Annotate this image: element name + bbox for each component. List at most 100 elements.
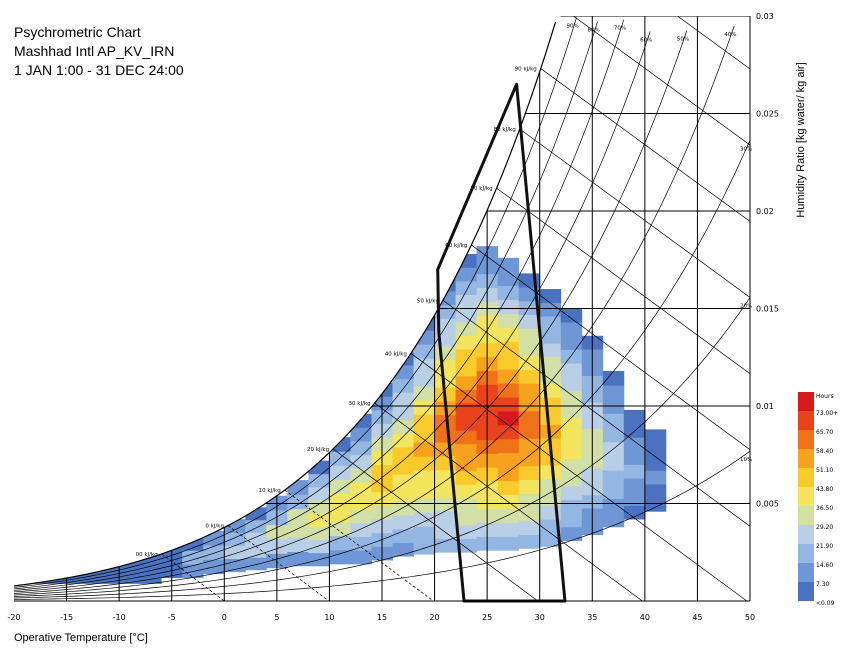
legend-label: 43.80 — [816, 486, 833, 493]
heatmap-cell — [623, 423, 646, 438]
legend-swatch — [798, 468, 814, 487]
heatmap-cell — [644, 443, 667, 458]
heatmap-cell — [497, 397, 520, 412]
heatmap-cell — [434, 511, 456, 526]
heatmap-cell — [560, 431, 583, 446]
heatmap-cell — [497, 383, 520, 398]
heatmap-cell — [392, 474, 414, 489]
legend-label: 21.90 — [816, 543, 833, 550]
heatmap-cell — [497, 424, 520, 440]
chart-title: Psychrometric Chart Mashhad Intl AP_KV_I… — [14, 24, 184, 78]
heatmap-cell — [497, 438, 520, 454]
heatmap-cell — [350, 550, 372, 565]
heatmap-cell — [623, 464, 646, 479]
enthalpy-label: 00 kJ/kg — [136, 552, 158, 558]
heatmap-cell — [623, 437, 646, 452]
heatmap-cell — [602, 427, 625, 443]
enthalpy-line — [161, 553, 225, 601]
heatmap-cell — [623, 409, 646, 424]
heatmap-cell — [644, 456, 667, 471]
heatmap-cell — [182, 563, 204, 578]
legend-swatch — [798, 487, 814, 506]
heatmap-cell — [539, 289, 562, 303]
rh-curve — [13, 450, 751, 600]
heatmap-cell — [518, 520, 541, 536]
heatmap-cell — [539, 532, 562, 547]
enthalpy-line — [227, 525, 330, 601]
legend-swatch — [798, 411, 814, 430]
heatmap-cell — [350, 536, 372, 551]
heatmap-cell — [497, 522, 520, 537]
heatmap-cell — [560, 376, 583, 391]
heatmap-cell — [287, 480, 309, 495]
heatmap-cell — [413, 428, 435, 443]
heatmap-cell — [560, 526, 583, 541]
relative-humidity-curves: 90% 80% 70% 60% 50% 40% 30% 20% 10% — [13, 17, 752, 600]
heatmap-cell — [245, 557, 267, 571]
heatmap-cell — [392, 433, 414, 448]
heatmap-cell — [497, 411, 520, 426]
heatmap-cell — [308, 473, 330, 488]
heatmap-cell — [644, 429, 667, 444]
heatmap-cell — [413, 498, 435, 513]
enthalpy-label: 90 kJ/kg — [515, 67, 537, 73]
enthalpy-label: 80 kJ/kg — [494, 127, 516, 133]
heatmap-cell — [413, 414, 435, 429]
heatmap-cell — [602, 370, 625, 386]
enthalpy-line — [332, 448, 539, 601]
heatmap-cell — [518, 314, 541, 329]
heatmap-cell — [455, 470, 478, 485]
heatmap-cell — [329, 549, 351, 565]
x-tick-label: -10 — [113, 613, 126, 622]
heatmap-cell — [560, 513, 583, 528]
heatmap-cell — [413, 540, 435, 555]
heatmap-cell — [392, 419, 414, 434]
rh-curve — [13, 31, 651, 593]
rh-curve — [13, 25, 735, 596]
enthalpy-line — [519, 128, 750, 298]
heatmap-cell — [518, 465, 541, 481]
heatmap-cell — [329, 465, 351, 480]
heatmap-cell — [413, 526, 435, 541]
heatmap-cell — [539, 465, 562, 480]
heatmap-cell — [434, 359, 456, 374]
heatmap-cell — [560, 445, 583, 460]
heatmap-cell — [518, 369, 541, 384]
heatmap-cell — [518, 410, 541, 426]
rh-curve-label: 60% — [640, 37, 652, 43]
enthalpy-label: 30 kJ/kg — [349, 401, 371, 407]
legend-label: 65.70 — [816, 429, 833, 436]
y-tick-label: 0.005 — [756, 500, 779, 509]
enthalpy-lines: 00 kJ/kg 0 kJ/kg 10 kJ/kg 20 kJ/kg 30 kJ/kg 4… — [136, 16, 750, 601]
legend-label: 7.30 — [816, 581, 830, 588]
heatmap-cell — [539, 410, 562, 425]
heatmap-cell — [455, 416, 478, 431]
heatmap-cell — [455, 281, 478, 295]
heatmap-cell — [497, 313, 520, 328]
heatmap-cell — [455, 335, 478, 350]
heatmap-cell — [287, 537, 309, 552]
rh-curve-label: 70% — [614, 26, 626, 32]
heatmap-cell — [518, 438, 541, 453]
heatmap-cell — [518, 507, 541, 522]
heatmap-cell — [560, 349, 583, 364]
heatmap-cell — [518, 300, 541, 316]
heatmap-cell — [560, 485, 583, 500]
heatmap-cell — [497, 285, 520, 300]
legend-label: 14.60 — [816, 562, 833, 569]
heatmap-cell — [287, 551, 309, 567]
heatmap-cell — [455, 362, 478, 377]
heatmap-cell — [602, 470, 625, 485]
legend-label: 29.20 — [816, 524, 833, 531]
heatmap-cell — [518, 424, 541, 439]
heatmap-cell — [497, 508, 520, 523]
heatmap-cell — [413, 372, 435, 387]
heatmap-cell — [245, 519, 267, 533]
heatmap-cell — [413, 386, 435, 401]
legend-label: 73.00+ — [816, 410, 838, 417]
heatmap-cell — [644, 470, 667, 485]
heatmap-cell — [455, 430, 478, 445]
heatmap-cell — [560, 363, 583, 378]
heatmap-cell — [560, 322, 583, 337]
